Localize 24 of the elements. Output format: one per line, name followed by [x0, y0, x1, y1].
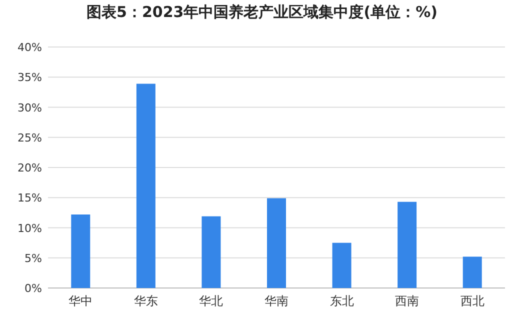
bar — [462, 256, 482, 288]
bar — [202, 216, 221, 288]
x-tick-label: 西北 — [460, 294, 484, 308]
y-tick-label: 35% — [18, 71, 42, 84]
bar — [398, 202, 417, 288]
x-tick-label: 华东 — [134, 294, 158, 308]
y-tick-label: 15% — [18, 192, 42, 205]
y-tick-label: 5% — [24, 252, 42, 265]
chart-title: 图表5：2023年中国养老产业区域集中度(单位：%) — [86, 3, 438, 21]
y-tick-label: 10% — [18, 222, 42, 235]
bar — [136, 84, 156, 288]
y-tick-label: 0% — [24, 282, 42, 295]
y-tick-label: 30% — [18, 101, 42, 114]
x-tick-label: 西南 — [395, 294, 420, 308]
y-tick-label: 25% — [18, 131, 42, 144]
x-tick-label: 华中 — [68, 294, 93, 308]
y-tick-label: 20% — [18, 162, 42, 174]
bar — [71, 214, 90, 288]
bar — [267, 198, 286, 288]
x-tick-label: 东北 — [330, 294, 354, 308]
y-tick-label: 40% — [18, 41, 42, 54]
x-tick-label: 华南 — [264, 294, 288, 308]
x-tick-label: 华北 — [199, 294, 224, 308]
bar — [332, 242, 352, 288]
